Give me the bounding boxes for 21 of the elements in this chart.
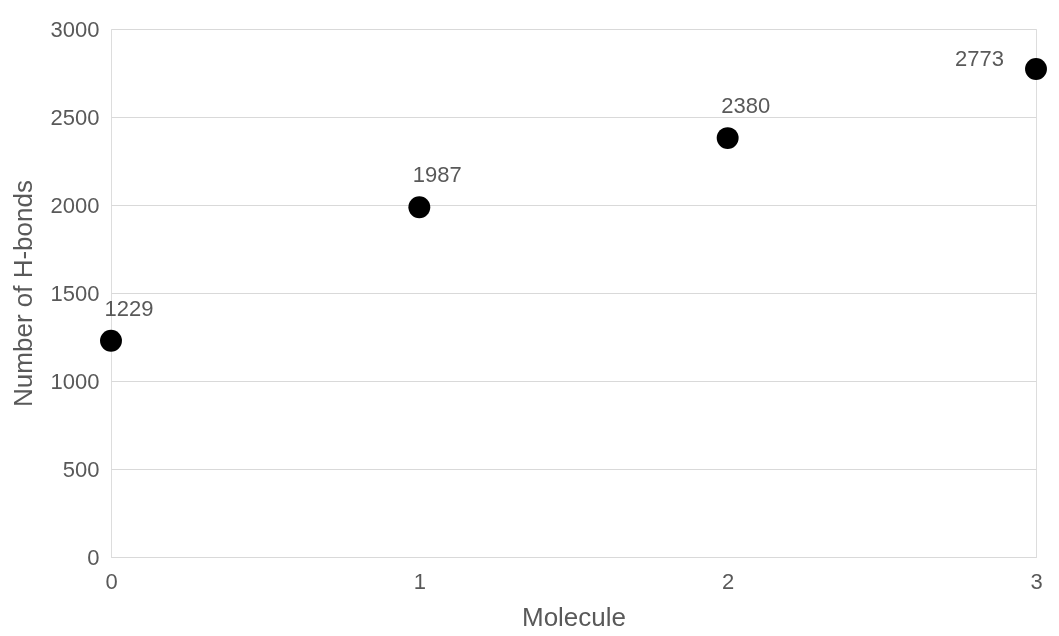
x-tick-label: 3	[1030, 568, 1043, 594]
y-tick-label: 2000	[50, 192, 100, 218]
point	[716, 127, 739, 150]
y-tick-label: 3000	[50, 16, 100, 42]
data-label: 1987	[412, 162, 462, 188]
y-tick-label: 1000	[50, 368, 100, 394]
data-label: 1229	[104, 295, 154, 321]
point	[408, 196, 431, 219]
x-tick-label: 0	[105, 568, 118, 594]
y-tick-label: 2500	[50, 104, 100, 130]
point	[1025, 58, 1047, 80]
y-axis-title: Number of H-bonds	[7, 180, 38, 407]
y-tick-label: 1500	[50, 280, 100, 306]
x-tick-label: 2	[722, 568, 735, 594]
x-tick-label: 1	[413, 568, 426, 594]
point	[100, 329, 122, 352]
data-label: 2380	[721, 93, 771, 119]
y-tick-label: 500	[62, 456, 100, 482]
x-axis-title: Molecule	[521, 601, 627, 632]
y-tick-label: 0	[87, 544, 100, 570]
data-label: 2773	[955, 45, 1004, 71]
